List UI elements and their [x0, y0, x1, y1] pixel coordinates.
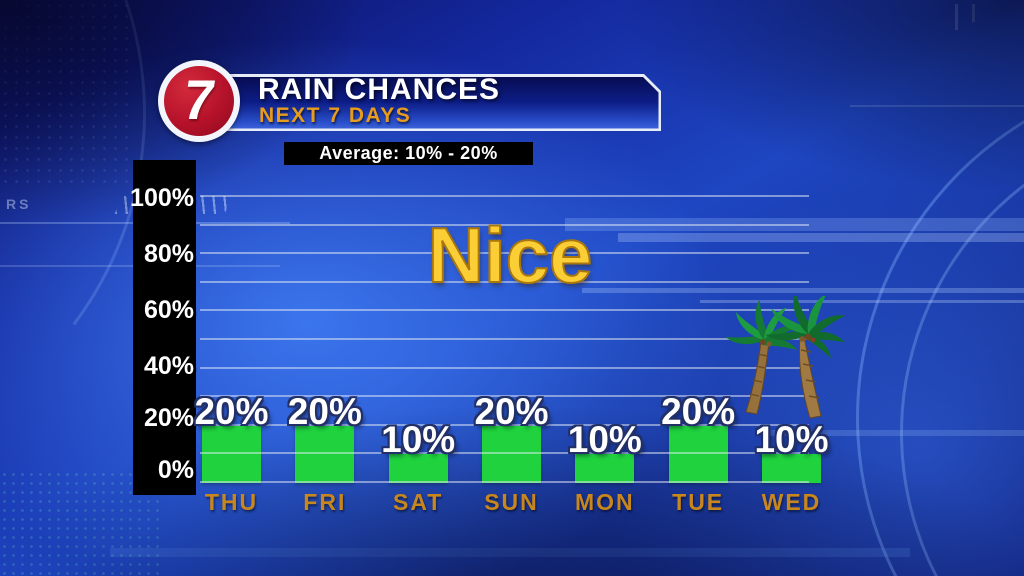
channel-7-logo-icon: 7: [158, 60, 240, 142]
logo-red-circle: [164, 66, 234, 136]
gridline: [200, 252, 809, 255]
category-label-wed: WED: [761, 489, 822, 515]
bar-sat: [388, 454, 448, 483]
gridline: [200, 452, 809, 455]
bar-value-label: 20%: [194, 390, 269, 432]
gridline: [200, 366, 809, 369]
header-banner-fill: [186, 77, 659, 129]
category-label-fri: FRI: [303, 489, 347, 515]
header-banner: [183, 74, 661, 131]
bar-mon: [575, 454, 635, 483]
bar-value-label: 10%: [381, 419, 456, 461]
category-label-sat: SAT: [393, 489, 444, 515]
annotation-text: Nice: [427, 211, 594, 299]
category-label-tue: TUE: [672, 489, 725, 515]
y-axis-tick-label: 20%: [143, 403, 194, 432]
bar-value-label: 20%: [287, 390, 362, 432]
bar-value-label: 10%: [754, 419, 829, 461]
y-axis-tick-label: 100%: [130, 184, 194, 212]
bar-tue: [668, 425, 728, 483]
gridline: [200, 280, 809, 283]
category-label-thu: THU: [204, 489, 259, 515]
category-label-sun: SUN: [484, 489, 539, 515]
palm-trees-icon: [725, 296, 846, 419]
bar-value-label: 20%: [661, 390, 736, 432]
logo-numeral: 7: [179, 67, 220, 131]
bar-fri: [295, 425, 355, 483]
gridline: [200, 338, 809, 340]
gridline: [200, 423, 809, 426]
y-axis-tick-label: 40%: [143, 351, 194, 380]
page-subtitle: NEXT 7 DAYS: [259, 104, 412, 127]
gridline: [200, 309, 809, 312]
bar-sun: [481, 425, 541, 483]
gridline: [200, 195, 809, 197]
y-axis-tick-label: 0%: [157, 456, 194, 484]
bar-thu: [202, 425, 261, 483]
gridline: [200, 481, 809, 483]
y-axis-tick-label: 60%: [143, 296, 194, 325]
y-axis-tick-label: 80%: [143, 240, 194, 269]
page-title: RAIN CHANCES: [258, 73, 501, 106]
average-banner: Average: 10% - 20%: [284, 142, 533, 165]
gridline: [200, 223, 809, 226]
bar-value-label: 10%: [567, 419, 642, 461]
bar-value-label: 20%: [474, 390, 549, 432]
gridline: [200, 395, 809, 398]
category-label-mon: MON: [574, 489, 635, 515]
bar-wed: [761, 454, 821, 483]
y-axis-panel: [133, 160, 196, 495]
